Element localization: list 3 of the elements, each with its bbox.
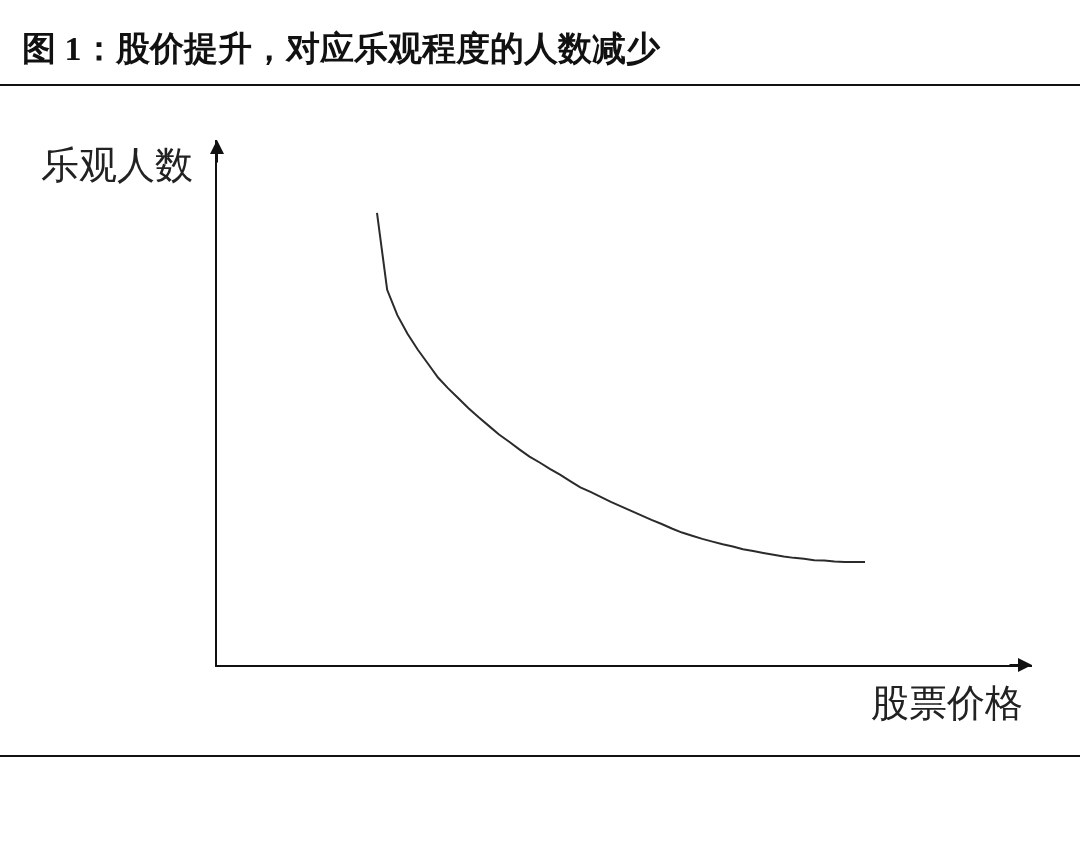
chart-title: 图 1：股价提升，对应乐观程度的人数减少: [22, 29, 661, 67]
x-axis-title: 股票价格: [871, 682, 1023, 724]
y-axis-title: 乐观人数: [41, 144, 193, 186]
